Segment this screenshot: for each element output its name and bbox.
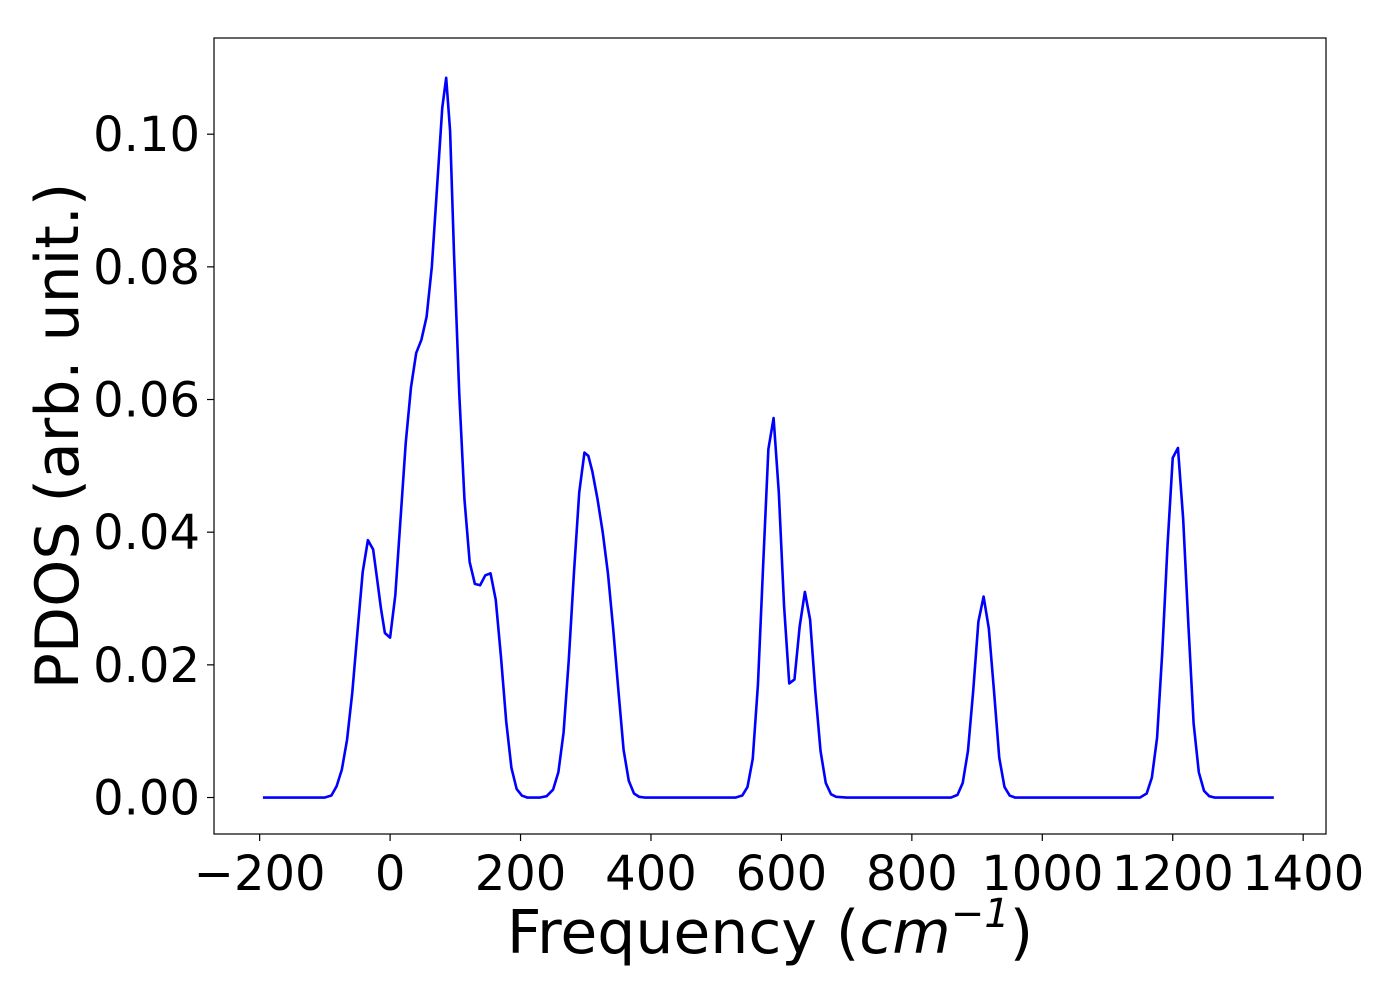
x-axis-label-unit: cm	[859, 898, 950, 968]
x-tick-label: 1000	[981, 846, 1103, 902]
y-tick-label: 0.04	[93, 505, 200, 561]
tick-labels: −200 0 200 400 600 800 1000 1200 1400 0.00 0.02 0.0…	[93, 107, 1364, 902]
x-tick-label: 600	[736, 846, 828, 902]
x-tick-label: −200	[194, 846, 326, 902]
y-tick-label: 0.02	[93, 638, 200, 694]
y-tick-label: 0.10	[93, 107, 200, 163]
x-tick-label: 200	[475, 846, 567, 902]
y-tick-label: 0.08	[93, 240, 200, 296]
x-tick-label: 400	[605, 846, 697, 902]
x-tick-label: 1400	[1242, 846, 1364, 902]
x-axis-label: Frequency (cm−1)	[507, 891, 1033, 968]
x-tick-label: 0	[375, 846, 406, 902]
x-axis-label-exponent: −1	[951, 891, 1010, 937]
x-tick-label: 1200	[1112, 846, 1234, 902]
y-tick-label: 0.06	[93, 373, 200, 429]
x-axis-label-prefix: Frequency (	[507, 898, 859, 968]
plot-area	[262, 76, 1274, 799]
x-tick-label: 800	[866, 846, 958, 902]
plot-frame	[213, 37, 1327, 835]
y-tick-label: 0.00	[93, 771, 200, 827]
tick-marks	[207, 133, 1304, 841]
x-axis-label-suffix: )	[1010, 898, 1033, 968]
y-axis-label: PDOS (arb. unit.)	[23, 183, 93, 690]
series-line-0	[262, 76, 1274, 799]
